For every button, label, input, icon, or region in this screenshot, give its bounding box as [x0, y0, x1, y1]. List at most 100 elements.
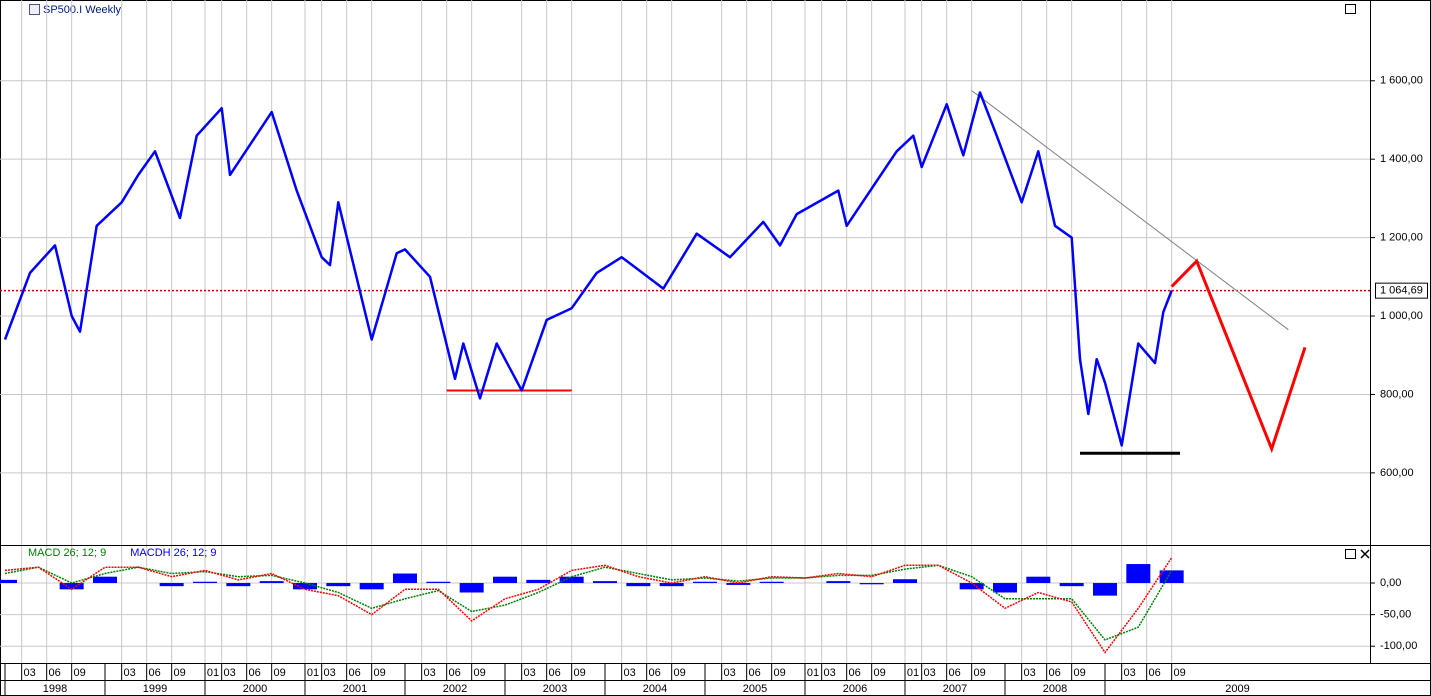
- x-month-label: 01: [807, 667, 819, 679]
- x-month-label: 09: [1074, 667, 1086, 679]
- price-label: 1 064,69: [1380, 285, 1423, 297]
- y-tick-label: -100,00: [1380, 640, 1417, 652]
- x-month-label: 06: [649, 667, 661, 679]
- histogram-bar: [259, 581, 284, 584]
- y-tick-label: 0,00: [1380, 577, 1401, 589]
- y-tick-label: 1 000,00: [1380, 310, 1423, 322]
- maximize-button[interactable]: [1345, 549, 1356, 559]
- x-month-label: 09: [1174, 667, 1186, 679]
- histogram-bar: [493, 576, 517, 584]
- x-month-label: 03: [1024, 667, 1036, 679]
- legend-entry[interactable]: MACD 26; 12; 9: [28, 547, 106, 559]
- x-year-label: 2000: [243, 683, 267, 695]
- x-month-label: 03: [724, 667, 736, 679]
- histogram-bar: [1159, 570, 1184, 584]
- price-label-box: [1375, 282, 1428, 299]
- x-month-label: 03: [924, 667, 936, 679]
- x-month-label: 06: [949, 667, 961, 679]
- x-month-label: 06: [1149, 667, 1161, 679]
- y-tick-label: -50,00: [1380, 609, 1411, 621]
- x-year-label: 2001: [343, 683, 367, 695]
- x-month-label: 03: [124, 667, 136, 679]
- histogram-bar: [426, 581, 451, 584]
- x-month-label: 06: [49, 667, 61, 679]
- histogram-bar: [959, 583, 984, 590]
- y-tick-label: 1 600,00: [1380, 75, 1423, 87]
- histogram-bar: [159, 583, 184, 587]
- histogram-bar: [1026, 576, 1051, 584]
- x-month-label: 09: [574, 667, 586, 679]
- chart-title[interactable]: SP500.I Weekly: [43, 4, 122, 16]
- histogram-bar: [93, 576, 117, 584]
- x-year-label: 2002: [443, 683, 467, 695]
- histogram-bar: [993, 583, 1017, 593]
- maximize-button[interactable]: [1345, 4, 1356, 14]
- x-month-label: 01: [207, 667, 219, 679]
- x-month-label: 01: [907, 667, 919, 679]
- y-tick-label: 1 400,00: [1380, 153, 1423, 165]
- x-month-label: 09: [374, 667, 386, 679]
- price-line-series: [3, 91, 1173, 447]
- x-month-label: 03: [524, 667, 536, 679]
- histogram-bar: [226, 583, 251, 587]
- histogram-bar: [359, 583, 384, 590]
- x-year-label: 2003: [543, 683, 567, 695]
- macd-line: [4, 557, 1173, 654]
- x-year-label: 2004: [643, 683, 667, 695]
- x-month-label: 09: [774, 667, 786, 679]
- histogram-bar: [0, 579, 17, 584]
- histogram-bar: [759, 581, 784, 584]
- x-year-label: 2008: [1043, 683, 1067, 695]
- x-month-label: 03: [24, 667, 36, 679]
- close-button[interactable]: [1360, 549, 1370, 559]
- histogram-bar: [1093, 583, 1117, 596]
- x-year-label: 1999: [143, 683, 167, 695]
- histogram-bar: [393, 573, 417, 584]
- x-month-label: 06: [1049, 667, 1061, 679]
- x-month-label: 09: [474, 667, 486, 679]
- x-month-label: 06: [249, 667, 261, 679]
- x-month-label: 06: [449, 667, 461, 679]
- x-month-label: 09: [74, 667, 86, 679]
- histogram-bar: [326, 583, 351, 587]
- x-month-label: 03: [424, 667, 436, 679]
- x-month-label: 06: [849, 667, 861, 679]
- x-month-label: 09: [274, 667, 286, 679]
- histogram-bar: [1059, 583, 1084, 587]
- histogram-bar: [59, 583, 84, 590]
- x-month-label: 03: [224, 667, 236, 679]
- x-year-label: 2006: [843, 683, 867, 695]
- histogram-bar: [859, 583, 884, 585]
- x-year-label: 2005: [743, 683, 767, 695]
- y-tick-label: 1 200,00: [1380, 232, 1423, 244]
- histogram-bar: [626, 583, 651, 587]
- x-month-label: 09: [174, 667, 186, 679]
- x-month-label: 06: [149, 667, 161, 679]
- histogram-bar: [459, 583, 484, 593]
- x-month-label: 03: [824, 667, 836, 679]
- x-month-label: 03: [624, 667, 636, 679]
- symbol-icon: [29, 4, 40, 15]
- forecast: [1170, 258, 1307, 454]
- x-month-label: 03: [324, 667, 336, 679]
- x-month-label: 09: [974, 667, 986, 679]
- y-tick-label: 800,00: [1380, 388, 1414, 400]
- histogram-bar: [693, 581, 717, 584]
- histogram-bar: [293, 583, 317, 590]
- x-month-label: 09: [874, 667, 886, 679]
- x-month-label: 06: [549, 667, 561, 679]
- macd-line: [4, 564, 1173, 641]
- y-tick-label: 600,00: [1380, 467, 1414, 479]
- histogram-bar: [1126, 564, 1151, 584]
- histogram-bar: [826, 581, 851, 584]
- x-month-label: 03: [1124, 667, 1136, 679]
- legend-entry[interactable]: MACDH 26; 12; 9: [130, 547, 216, 559]
- histogram-bar: [659, 583, 684, 587]
- x-year-label: 2007: [943, 683, 967, 695]
- histogram-bar: [893, 579, 917, 584]
- histogram-bar: [559, 576, 584, 584]
- x-month-label: 06: [749, 667, 761, 679]
- histogram-bar: [526, 579, 551, 584]
- x-month-label: 09: [674, 667, 686, 679]
